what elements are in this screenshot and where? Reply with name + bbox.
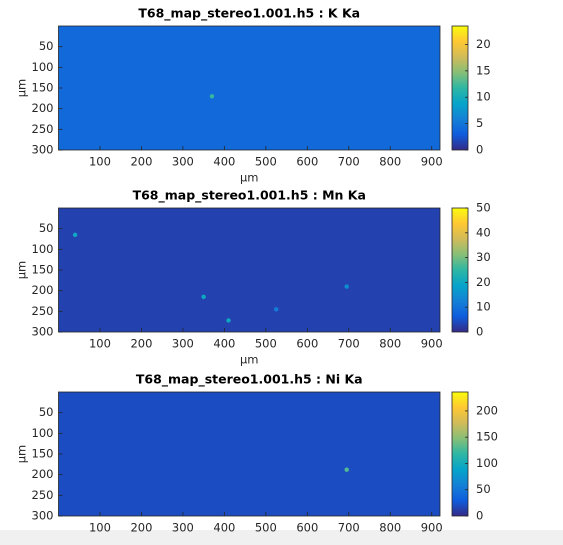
colorbar-tick-label: 150 (476, 430, 498, 444)
colorbar-tick-label: 20 (476, 275, 491, 289)
x-tick-label: 300 (172, 155, 194, 169)
x-tick-label: 500 (255, 521, 277, 535)
heatmap-level (58, 392, 440, 516)
x-tick-label: 100 (89, 155, 111, 169)
footer-band (0, 530, 563, 545)
y-tick-label: 200 (32, 283, 54, 297)
x-tick-label: 700 (338, 521, 360, 535)
x-tick-label: 900 (421, 521, 443, 535)
y-tick-label: 200 (32, 467, 54, 481)
colorbar (451, 391, 469, 517)
y-tick-label: 300 (32, 325, 54, 339)
y-tick-label: 150 (32, 263, 54, 277)
x-axis-label: μm (240, 353, 259, 367)
x-tick-label: 100 (89, 337, 111, 351)
y-tick-label: 250 (32, 304, 54, 318)
colorbar-tick-label: 200 (476, 403, 498, 417)
x-tick-label: 900 (421, 155, 443, 169)
hotspot (226, 318, 231, 323)
y-tick-label: 50 (39, 39, 54, 53)
chart-title: T68_map_stereo1.001.h5 : K Ka (138, 6, 360, 22)
x-tick-label: 400 (213, 155, 235, 169)
colorbar-tick-label: 50 (476, 201, 491, 215)
hotspot (201, 294, 206, 300)
colorbar (451, 25, 469, 151)
x-tick-label: 800 (379, 155, 401, 169)
colorbar (451, 207, 469, 333)
y-tick-label: 300 (32, 509, 54, 523)
colorbar-tick-label: 0 (476, 325, 483, 339)
x-axis-label: μm (240, 171, 259, 185)
y-tick-label: 100 (32, 60, 54, 74)
x-tick-label: 600 (296, 521, 318, 535)
hotspot (72, 232, 78, 238)
hotspot (274, 307, 279, 312)
x-tick-label: 800 (379, 337, 401, 351)
colorbar-tick-label: 10 (476, 90, 491, 104)
y-axis-label: μm (15, 261, 29, 280)
y-tick-label: 100 (32, 426, 54, 440)
y-tick-label: 100 (32, 242, 54, 256)
y-tick-label: 250 (32, 488, 54, 502)
colorbar-tick-label: 20 (476, 37, 491, 51)
x-tick-label: 600 (296, 155, 318, 169)
x-tick-label: 200 (130, 337, 152, 351)
y-tick-label: 50 (39, 405, 54, 419)
hotspot (209, 94, 215, 99)
y-axis-label: μm (15, 79, 29, 98)
x-tick-label: 800 (379, 521, 401, 535)
y-tick-label: 250 (32, 122, 54, 136)
y-tick-label: 300 (32, 143, 54, 157)
x-tick-label: 100 (89, 521, 111, 535)
x-tick-label: 900 (421, 337, 443, 351)
chart-title: T68_map_stereo1.001.h5 : Mn Ka (133, 188, 366, 204)
x-tick-label: 200 (130, 155, 152, 169)
x-tick-label: 700 (338, 155, 360, 169)
y-tick-label: 50 (39, 221, 54, 235)
heatmap-level (58, 26, 440, 150)
chart-title: T68_map_stereo1.001.h5 : Ni Ka (136, 372, 363, 388)
colorbar-tick-label: 0 (476, 509, 483, 523)
x-tick-label: 400 (213, 337, 235, 351)
colorbar-tick-label: 50 (476, 482, 491, 496)
heatmap-level (58, 208, 440, 332)
x-tick-label: 400 (213, 521, 235, 535)
x-tick-label: 500 (255, 337, 277, 351)
y-axis-label: μm (15, 445, 29, 464)
colorbar-tick-label: 5 (476, 116, 483, 130)
colorbar-tick-label: 10 (476, 300, 491, 314)
y-tick-label: 150 (32, 447, 54, 461)
colorbar-tick-label: 0 (476, 143, 483, 157)
colorbar-tick-label: 30 (476, 250, 491, 264)
x-tick-label: 300 (172, 521, 194, 535)
hotspot (344, 284, 349, 289)
y-tick-label: 150 (32, 81, 54, 95)
x-tick-label: 200 (130, 521, 152, 535)
x-tick-label: 600 (296, 337, 318, 351)
colorbar-tick-label: 100 (476, 456, 498, 470)
colorbar-tick-label: 15 (476, 63, 491, 77)
colorbar-tick-label: 40 (476, 225, 491, 239)
x-tick-label: 300 (172, 337, 194, 351)
x-tick-label: 500 (255, 155, 277, 169)
hotspot (344, 467, 349, 472)
y-tick-label: 200 (32, 101, 54, 115)
x-tick-label: 700 (338, 337, 360, 351)
